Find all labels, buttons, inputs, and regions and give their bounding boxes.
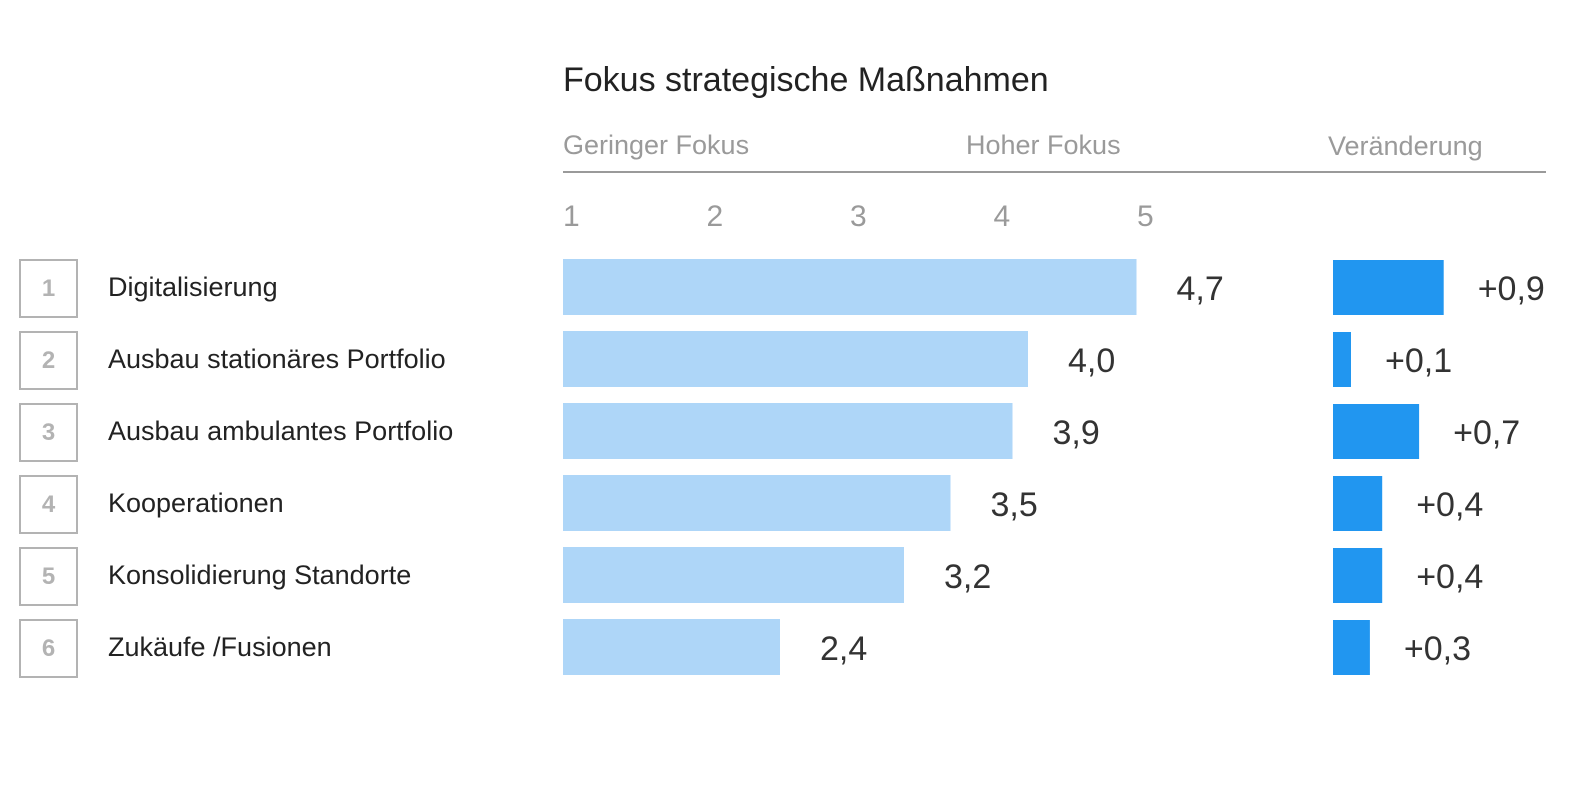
focus-bar [563, 403, 1013, 459]
change-value-label: +0,9 [1478, 270, 1545, 308]
tick-label-2: 2 [707, 200, 724, 233]
category-label: Digitalisierung [108, 272, 278, 302]
focus-value-label: 3,5 [991, 486, 1038, 524]
focus-bar [563, 331, 1028, 387]
chart-row: 5 Konsolidierung Standorte 3,2 +0,4 [19, 547, 1483, 606]
rank-box [19, 259, 78, 318]
change-value-label: +0,7 [1453, 414, 1520, 452]
chart-row: 1 Digitalisierung 4,7 +0,9 [19, 259, 1545, 318]
header-low-focus: Geringer Fokus [563, 130, 749, 160]
category-label: Zukäufe /Fusionen [108, 632, 332, 662]
rank-number: 2 [42, 347, 55, 374]
chart-row: 2 Ausbau stationäres Portfolio 4,0 +0,1 [19, 331, 1452, 390]
focus-value-label: 4,0 [1068, 342, 1115, 380]
change-value-label: +0,3 [1404, 630, 1471, 668]
rank-number: 5 [42, 563, 55, 590]
chart-row: 3 Ausbau ambulantes Portfolio 3,9 +0,7 [19, 403, 1520, 462]
change-value-label: +0,4 [1416, 486, 1483, 524]
rank-number: 4 [42, 491, 56, 518]
category-label: Ausbau ambulantes Portfolio [108, 416, 453, 446]
rank-box [19, 619, 78, 678]
focus-value-label: 4,7 [1177, 270, 1224, 308]
header-change: Veränderung [1328, 131, 1483, 161]
focus-value-label: 3,9 [1053, 414, 1100, 452]
tick-label-3: 3 [850, 200, 867, 233]
rank-box [19, 547, 78, 606]
change-value-label: +0,1 [1385, 342, 1452, 380]
rank-number: 3 [42, 419, 55, 446]
rank-box [19, 331, 78, 390]
focus-bar [563, 619, 780, 675]
chart-rows: 1 Digitalisierung 4,7 +0,9 2 Ausbau stationär… [19, 259, 1545, 678]
tick-label-5: 5 [1137, 200, 1154, 233]
rank-number: 6 [42, 635, 55, 662]
focus-bar [563, 475, 951, 531]
tick-label-4: 4 [994, 200, 1011, 233]
change-bar [1333, 332, 1351, 387]
change-bar [1333, 620, 1370, 675]
change-bar [1333, 476, 1383, 531]
change-bar [1333, 548, 1383, 603]
change-value-label: +0,4 [1416, 558, 1483, 596]
change-bar [1333, 404, 1420, 459]
chart-title: Fokus strategische Maßnahmen [563, 61, 1049, 99]
rank-box [19, 475, 78, 534]
focus-value-label: 3,2 [944, 558, 991, 596]
tick-labels: 1 2 3 4 5 [563, 200, 1154, 233]
category-label: Kooperationen [108, 488, 284, 518]
category-label: Ausbau stationäres Portfolio [108, 344, 446, 374]
focus-bar [563, 547, 904, 603]
category-label: Konsolidierung Standorte [108, 560, 411, 590]
chart-row: 6 Zukäufe /Fusionen 2,4 +0,3 [19, 619, 1471, 678]
focus-value-label: 2,4 [820, 630, 867, 668]
chart-row: 4 Kooperationen 3,5 +0,4 [19, 475, 1483, 534]
tick-label-1: 1 [563, 200, 580, 233]
change-bar [1333, 260, 1444, 315]
rank-number: 1 [42, 275, 55, 302]
focus-bar [563, 259, 1137, 315]
header-high-focus: Hoher Fokus [966, 130, 1121, 160]
rank-box [19, 403, 78, 462]
